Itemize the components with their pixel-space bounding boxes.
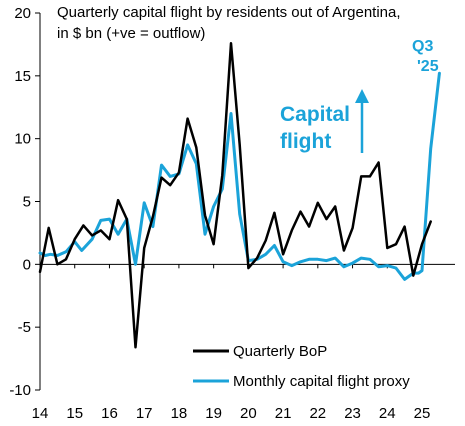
capital-flight-label-line-1: Capital [280,103,350,126]
x-tick-label: 18 [171,405,188,422]
series-line-monthly-proxy [38,71,441,281]
y-tick-label: 20 [14,5,31,22]
capital-flight-label-line-2: flight [280,130,331,153]
y-tick-label: 0 [23,256,31,273]
y-tick-label: 5 [23,194,31,211]
chart-title-line-1: Quarterly capital flight by residents ou… [57,4,401,21]
x-tick-label: 25 [414,405,431,422]
legend-label-monthly-proxy: Monthly capital flight proxy [233,373,410,390]
y-tick-label: -10 [9,382,31,399]
q3-label-line-1: Q3 [412,38,433,55]
x-tick-label: 19 [205,405,222,422]
x-tick-label: 24 [379,405,396,422]
series-line-quarterly-bop [38,41,432,349]
x-tick-label: 23 [344,405,361,422]
x-tick-label: 15 [66,405,83,422]
x-tick-label: 21 [275,405,292,422]
legend-label-quarterly-bop: Quarterly BoP [233,343,327,360]
y-tick-label: 10 [14,131,31,148]
legend: Quarterly BoP Monthly capital flight pro… [193,343,410,390]
x-tick-label: 17 [136,405,153,422]
q3-label-line-2: '25 [417,58,439,75]
y-tick-label: 15 [14,68,31,85]
chart-title-line-2: in $ bn (+ve = outflow) [57,25,205,42]
x-tick-label: 16 [101,405,118,422]
series-layer [38,41,441,349]
y-tick-label: -5 [18,319,31,336]
x-tick-label: 22 [309,405,326,422]
x-tick-label: 14 [32,405,49,422]
x-tick-label: 20 [240,405,257,422]
capital-flight-arrow-icon [355,89,369,153]
